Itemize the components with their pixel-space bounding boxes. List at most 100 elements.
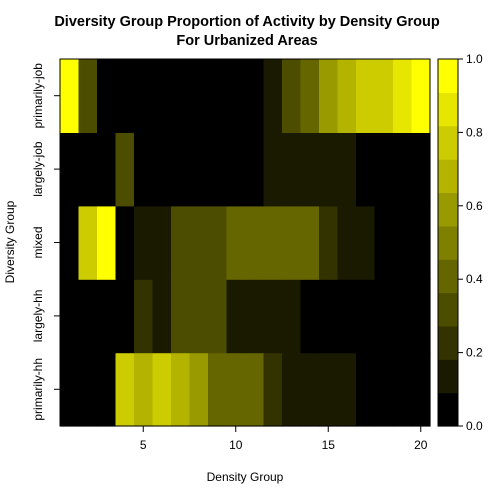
- heatmap-cell: [319, 205, 339, 280]
- colorbar-swatch: [438, 292, 458, 327]
- heatmap-cell: [245, 59, 265, 133]
- heatmap-cell: [263, 352, 283, 427]
- heatmap-cell: [337, 132, 357, 207]
- x-tick-label: 10: [229, 438, 243, 452]
- heatmap-cell: [356, 279, 376, 354]
- heatmap-cell: [319, 279, 339, 354]
- y-tick-label: mixed: [31, 226, 45, 258]
- heatmap-cell: [282, 59, 302, 133]
- heatmap-cell: [115, 279, 135, 354]
- y-axis-ticks: primarily-hh largely-hh mixed largely-job pr…: [31, 63, 60, 421]
- heatmap-cell: [337, 352, 357, 427]
- heatmap-cell: [356, 132, 376, 207]
- colorbar-tick-label: 0.2: [466, 346, 483, 360]
- heatmap-cell: [208, 59, 228, 133]
- heatmap-cell: [393, 205, 413, 280]
- heatmap-cell: [411, 205, 431, 280]
- heatmap-cell: [300, 352, 320, 427]
- heatmap-cell: [115, 132, 135, 207]
- heatmap-cell: [134, 352, 154, 427]
- heatmap-cell: [171, 132, 191, 207]
- heatmap-cell: [60, 59, 80, 133]
- heatmap-cell: [356, 352, 376, 427]
- heatmap-cell: [263, 132, 283, 207]
- heatmap-cell: [300, 132, 320, 207]
- heatmap-cell: [134, 59, 154, 133]
- heatmap-cell: [171, 279, 191, 354]
- heatmap-cell: [393, 279, 413, 354]
- heatmap-cell: [282, 279, 302, 354]
- heatmap-cell: [115, 59, 135, 133]
- heatmap-cell: [78, 205, 98, 280]
- heatmap-cell: [226, 59, 246, 133]
- heatmap-cell: [226, 352, 246, 427]
- heatmap-cell: [300, 205, 320, 280]
- colorbar-swatch: [438, 225, 458, 260]
- heatmap-cell: [300, 279, 320, 354]
- heatmap-cell: [226, 279, 246, 354]
- colorbar-swatch: [438, 125, 458, 160]
- heatmap-cell: [152, 352, 172, 427]
- chart-subtitle: For Urbanized Areas: [176, 33, 317, 49]
- heatmap-cell: [245, 352, 265, 427]
- heatmap-cell: [374, 205, 394, 280]
- heatmap-cell: [374, 132, 394, 207]
- heatmap-cell: [60, 205, 80, 280]
- heatmap-cell: [60, 132, 80, 207]
- colorbar-swatch: [438, 259, 458, 294]
- heatmap-cell: [60, 279, 80, 354]
- heatmap-cell: [78, 279, 98, 354]
- colorbar-swatch: [438, 392, 458, 427]
- heatmap-cell: [245, 205, 265, 280]
- heatmap-cell: [319, 352, 339, 427]
- heatmap-cell: [171, 352, 191, 427]
- colorbar-tick-label: 0.8: [466, 125, 483, 139]
- heatmap-cell: [319, 59, 339, 133]
- colorbar-swatch: [438, 92, 458, 127]
- heatmap-cell: [189, 352, 209, 427]
- heatmap-cell: [152, 205, 172, 280]
- heatmap-cell: [60, 352, 80, 427]
- heatmap-cell: [282, 205, 302, 280]
- heatmap-cell: [97, 132, 117, 207]
- heatmap-cell: [411, 352, 431, 427]
- colorbar: [438, 59, 458, 427]
- heatmap-cell: [300, 59, 320, 133]
- heatmap-cell: [208, 205, 228, 280]
- y-tick-label: primarily-job: [31, 63, 45, 129]
- x-tick-label: 15: [322, 438, 336, 452]
- heatmap-cell: [97, 279, 117, 354]
- heatmap-cell: [245, 279, 265, 354]
- heatmap-cell: [282, 132, 302, 207]
- colorbar-swatch: [438, 325, 458, 360]
- heatmap-cell: [356, 59, 376, 133]
- heatmap-cell: [263, 279, 283, 354]
- heatmap-cell: [134, 205, 154, 280]
- heatmap-cell: [226, 205, 246, 280]
- colorbar-tick-label: 1.0: [466, 52, 483, 66]
- heatmap-cell: [208, 279, 228, 354]
- heatmap-cell: [374, 59, 394, 133]
- heatmap-cell: [208, 352, 228, 427]
- y-tick-label: largely-hh: [31, 290, 45, 343]
- heatmap-cell: [97, 205, 117, 280]
- y-tick-label: largely-job: [31, 141, 45, 197]
- heatmap-cell: [411, 59, 431, 133]
- x-axis-ticks: 5 10 15 20: [140, 426, 428, 452]
- heatmap-cell: [393, 132, 413, 207]
- colorbar-swatch: [438, 359, 458, 394]
- heatmap-cell: [78, 59, 98, 133]
- heatmap-cell: [208, 132, 228, 207]
- heatmap-cell: [393, 59, 413, 133]
- heatmap-cell: [189, 59, 209, 133]
- heatmap-cell: [189, 205, 209, 280]
- heatmap-cell: [337, 279, 357, 354]
- heatmap-cell: [245, 132, 265, 207]
- x-axis-label: Density Group: [207, 470, 284, 484]
- colorbar-tick-label: 0.4: [466, 272, 483, 286]
- heatmap-cell: [319, 132, 339, 207]
- colorbar-swatch: [438, 59, 458, 93]
- y-axis-label: Diversity Group: [3, 200, 17, 283]
- heatmap-cell: [152, 59, 172, 133]
